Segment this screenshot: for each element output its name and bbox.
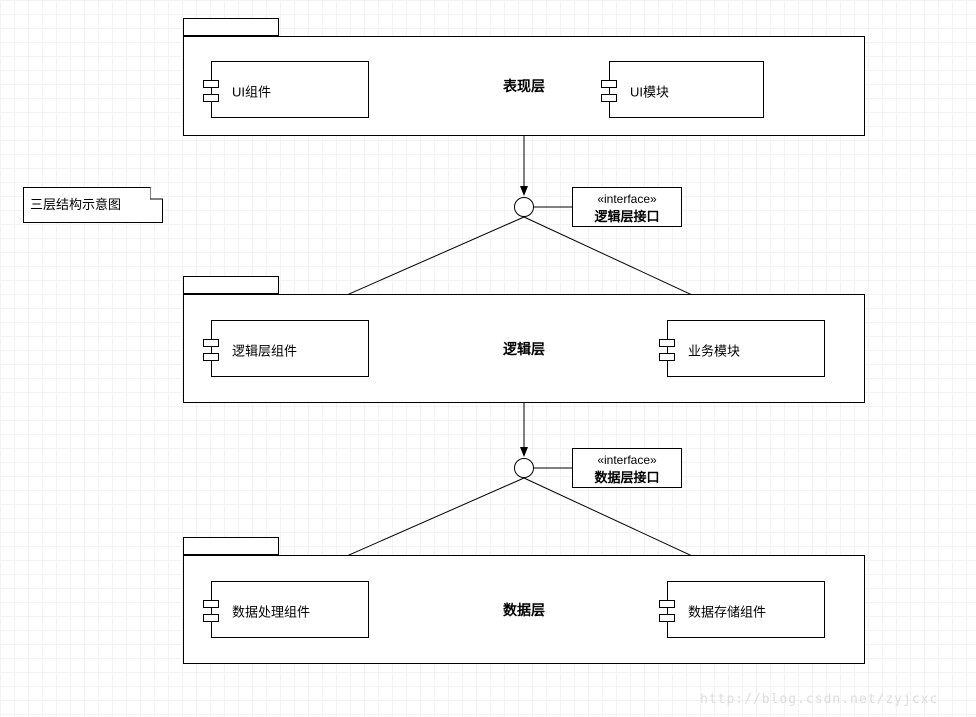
watermark: http://blog.csdn.net/zyjcxc (700, 692, 938, 707)
component-port-icon (203, 600, 219, 608)
component-label: 业务模块 (688, 340, 740, 359)
component-port-icon (203, 614, 219, 622)
interface-logic-if: «interface»逻辑层接口 (572, 187, 682, 227)
component-port-icon (601, 94, 617, 102)
component-ui-module: UI模块 (609, 61, 764, 118)
component-port-icon (659, 339, 675, 347)
package-tab (183, 537, 279, 555)
component-port-icon (203, 339, 219, 347)
component-port-icon (203, 353, 219, 361)
component-port-icon (659, 614, 675, 622)
interface-name: 数据层接口 (581, 467, 673, 486)
component-ui-component: UI组件 (211, 61, 369, 118)
interface-lollipop-icon (514, 458, 534, 478)
diagram-canvas: 三层结构示意图 http://blog.csdn.net/zyjcxc 表现层 U… (0, 0, 976, 717)
component-label: 数据存储组件 (688, 601, 766, 620)
package-tab (183, 276, 279, 294)
interface-stereotype: «interface» (581, 453, 673, 467)
component-data-proc: 数据处理组件 (211, 581, 369, 638)
component-label: 逻辑层组件 (232, 340, 297, 359)
interface-name: 逻辑层接口 (581, 206, 673, 225)
package-title: 逻辑层 (503, 339, 545, 359)
component-data-store: 数据存储组件 (667, 581, 825, 638)
component-label: 数据处理组件 (232, 601, 310, 620)
interface-data-if: «interface»数据层接口 (572, 448, 682, 488)
interface-stereotype: «interface» (581, 192, 673, 206)
interface-lollipop-icon (514, 197, 534, 217)
package-title: 数据层 (503, 600, 545, 620)
component-label: UI组件 (232, 81, 271, 100)
component-port-icon (659, 353, 675, 361)
component-port-icon (659, 600, 675, 608)
package-title: 表现层 (503, 76, 545, 96)
component-port-icon (601, 80, 617, 88)
diagram-note: 三层结构示意图 (23, 187, 163, 223)
component-biz-module: 业务模块 (667, 320, 825, 377)
component-label: UI模块 (630, 81, 669, 100)
note-text: 三层结构示意图 (30, 194, 121, 213)
component-port-icon (203, 94, 219, 102)
component-port-icon (203, 80, 219, 88)
component-logic-component: 逻辑层组件 (211, 320, 369, 377)
package-tab (183, 18, 279, 36)
